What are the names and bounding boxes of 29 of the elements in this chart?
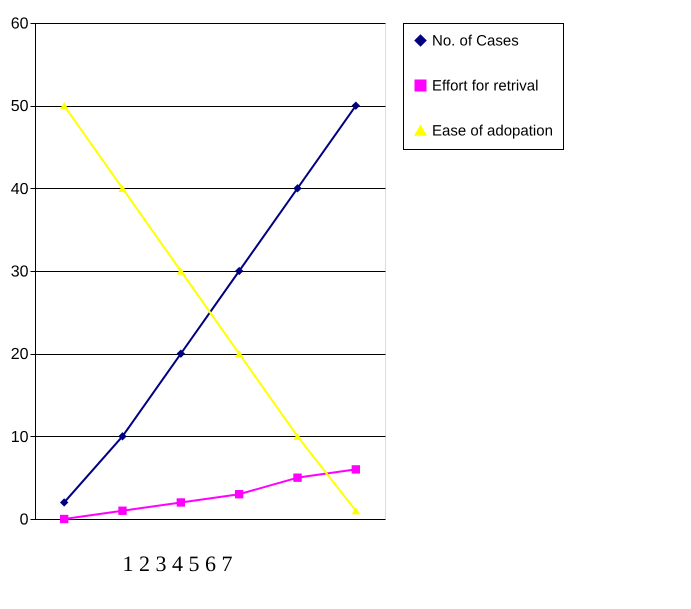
- point: [234, 490, 244, 498]
- point: [60, 514, 68, 524]
- point: [176, 498, 186, 507]
- point: [118, 506, 127, 515]
- legend-label: Ease of adopation: [432, 122, 553, 140]
- point: [352, 507, 360, 514]
- y-tick-label: 30: [10, 264, 29, 280]
- point: [234, 350, 244, 358]
- point: [352, 465, 360, 474]
- point: [293, 432, 302, 440]
- point: [234, 266, 244, 276]
- point: [293, 184, 302, 193]
- point: [60, 102, 68, 110]
- legend-label: No. of Cases: [432, 32, 519, 50]
- legend-label: Effort for retrival: [432, 78, 538, 94]
- y-tick-label: 0: [20, 512, 29, 528]
- point: [118, 432, 127, 441]
- point: [293, 473, 302, 482]
- y-tick-label: 20: [10, 346, 29, 364]
- point: [118, 184, 127, 192]
- y-tick-label: 50: [10, 98, 29, 116]
- point: [176, 267, 186, 275]
- y-tick-label: 60: [10, 16, 29, 32]
- y-tick-label: 10: [10, 428, 29, 446]
- point: [60, 498, 68, 507]
- y-tick-label: 40: [10, 180, 29, 198]
- text: 1 2 3 4 5 6 7: [122, 551, 232, 576]
- point: [352, 101, 360, 110]
- point: [176, 349, 186, 358]
